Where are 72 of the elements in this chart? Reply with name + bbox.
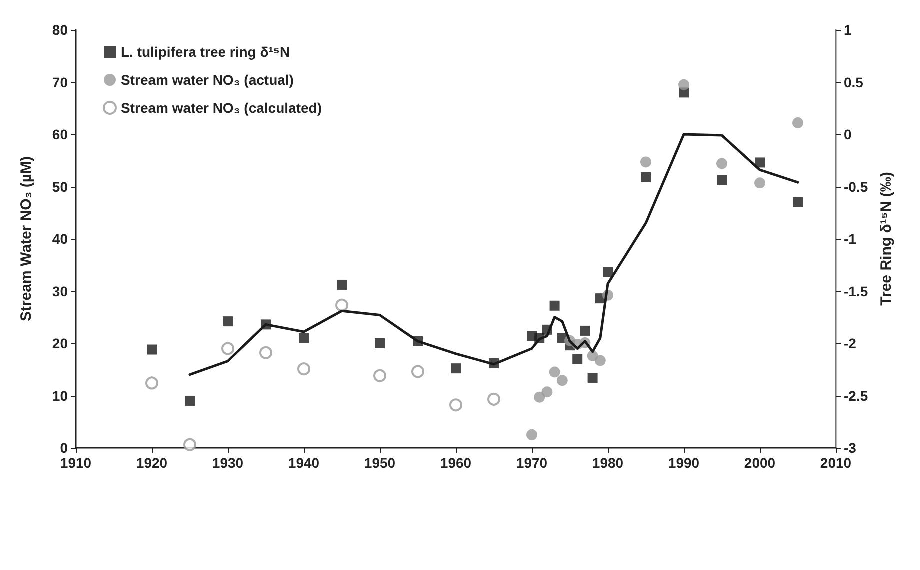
y-tick-label: 30 (52, 283, 68, 300)
y-axis-title: Stream Water NO₃ (µM) (18, 156, 35, 322)
point (550, 300, 560, 311)
point (146, 376, 158, 390)
x-tick-label: 2000 (744, 455, 776, 471)
point (451, 364, 461, 374)
x-tick-label: 1910 (60, 455, 92, 471)
point (260, 346, 272, 360)
point (337, 280, 347, 290)
y2-tick-label: -2.5 (844, 388, 868, 404)
point (336, 298, 348, 312)
point (755, 158, 765, 168)
y2-tick-label: -0.5 (844, 178, 868, 195)
y2-tick-label: -3 (844, 440, 857, 456)
y2-tick-label: -1 (844, 231, 857, 247)
point (375, 338, 385, 348)
point (298, 362, 310, 376)
y2-tick-label: -1.5 (844, 283, 868, 300)
point (223, 316, 233, 327)
line-series (188, 133, 800, 376)
y2-tick-label: 1 (844, 22, 852, 38)
x-tick-label: 1980 (592, 455, 624, 471)
x-tick-label: 2010 (820, 455, 852, 471)
y-tick-label: 80 (52, 22, 68, 38)
y-tick-label: 20 (52, 336, 68, 352)
legend-label: L. tulipifera tree ring δ¹⁵N (121, 44, 290, 60)
y-tick-label: 50 (52, 178, 68, 195)
point (754, 178, 766, 189)
x-tick-label: 1970 (516, 455, 548, 471)
point (572, 354, 583, 364)
y2-axis-title: Tree Ring δ¹⁵N (‰) (878, 172, 896, 306)
point (542, 386, 553, 398)
y-tick-label: 10 (52, 388, 68, 404)
y2-tick-label: 0 (844, 126, 852, 142)
point (450, 398, 462, 412)
x-tick-label: 1940 (288, 455, 320, 471)
point (185, 396, 195, 406)
point (641, 172, 651, 182)
point (549, 366, 560, 378)
x-tick-label: 1960 (440, 455, 472, 471)
point (678, 79, 690, 90)
legend-label: Stream water NO₃ (actual) (121, 72, 294, 88)
y-tick-label: 40 (52, 231, 68, 247)
point (184, 438, 196, 452)
point (534, 392, 546, 403)
legend-label: Stream water NO₃ (calculated) (121, 100, 322, 116)
point (526, 429, 538, 440)
x-tick-label: 1950 (364, 455, 396, 471)
y2-tick-label: 0.5 (844, 74, 864, 90)
x-tick-label: 1930 (212, 455, 244, 471)
y-tick-label: 0 (60, 440, 68, 456)
x-tick-label: 1920 (136, 455, 168, 471)
point (222, 342, 234, 356)
y2-tick-label: -2 (844, 336, 857, 352)
y-tick-label: 60 (52, 126, 68, 142)
y-tick-label: 70 (52, 74, 68, 90)
point (488, 392, 500, 406)
point (588, 372, 598, 383)
point (603, 267, 613, 278)
point (299, 333, 309, 344)
x-tick-label: 1990 (668, 455, 700, 471)
point (717, 175, 727, 186)
point (374, 369, 386, 382)
point (556, 375, 568, 386)
point (580, 326, 590, 336)
point (793, 197, 803, 208)
point (594, 355, 606, 366)
point (147, 344, 157, 355)
point (716, 158, 728, 170)
point (792, 118, 804, 128)
point (640, 156, 652, 168)
point (412, 365, 424, 378)
